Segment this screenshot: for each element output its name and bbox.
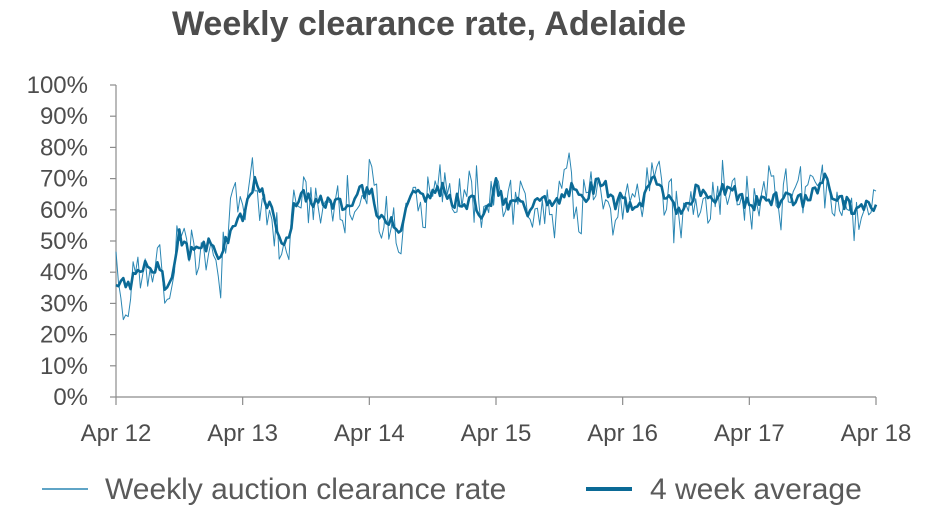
- y-tick-label: 20%: [40, 322, 88, 349]
- x-tick-label: Apr 12: [81, 420, 152, 447]
- series-lines: [115, 152, 878, 321]
- y-tick-label: 90%: [40, 103, 88, 130]
- x-axis-ticks: Apr 12 Apr 13 Apr 14 Apr 15 Apr 16 Apr 17 Apr …: [81, 397, 912, 447]
- y-tick-label: 10%: [40, 353, 88, 380]
- legend-label-average: 4 week average: [650, 473, 862, 506]
- x-tick-label: Apr 15: [461, 420, 532, 447]
- chart-title: Weekly clearance rate, Adelaide: [171, 5, 687, 43]
- y-tick-label: 50%: [40, 228, 88, 255]
- x-tick-label: Apr 18: [841, 420, 912, 447]
- y-tick-label: 100%: [27, 72, 88, 99]
- legend-label-weekly: Weekly auction clearance rate: [105, 473, 506, 506]
- y-tick-label: 40%: [40, 259, 88, 286]
- series-line-average: [115, 172, 878, 291]
- x-tick-label: Apr 16: [587, 420, 658, 447]
- legend: Weekly auction clearance rate 4 week aver…: [42, 473, 862, 506]
- x-tick-label: Apr 14: [334, 420, 405, 447]
- y-tick-label: 0%: [53, 384, 88, 411]
- y-tick-label: 70%: [40, 166, 88, 193]
- y-tick-label: 60%: [40, 197, 88, 224]
- x-tick-label: Apr 13: [207, 420, 278, 447]
- y-tick-label: 30%: [40, 290, 88, 317]
- y-axis-ticks: 0% 10% 20% 30% 40% 50% 60% 70% 80% 90% 100%: [27, 72, 116, 411]
- axes: [115, 85, 876, 398]
- x-tick-label: Apr 17: [714, 420, 785, 447]
- y-tick-label: 80%: [40, 134, 88, 161]
